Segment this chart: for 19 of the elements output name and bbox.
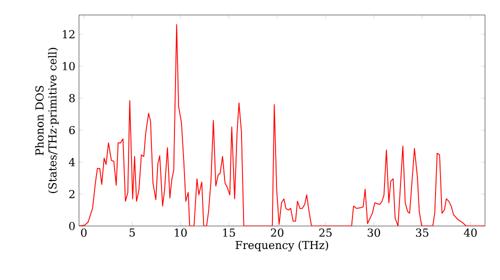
x-tick-label: 15 xyxy=(223,228,235,237)
x-tick-label: 5 xyxy=(130,228,135,237)
y-tick-label: 4 xyxy=(68,158,75,166)
x-tick-label: 0 xyxy=(81,228,87,237)
y-tick-label: 12 xyxy=(62,30,74,38)
y-tick-label: 6 xyxy=(69,126,75,134)
y-tick-label: 10 xyxy=(62,62,75,70)
x-tick-label: 10 xyxy=(174,228,187,237)
y-axis-title: Phonon DOS (States/THz·primitive cell) xyxy=(35,48,59,194)
x-tick-label: 20 xyxy=(270,228,284,237)
y-tick-label: 0 xyxy=(69,222,75,230)
y-tick-label: 2 xyxy=(69,190,74,198)
x-tick-label: 25 xyxy=(319,228,332,237)
x-axis-title: Frequency (THz) xyxy=(236,240,328,252)
x-tick-label: 40 xyxy=(464,228,477,237)
x-tick-label: 35 xyxy=(416,228,428,237)
x-tick-label: 30 xyxy=(368,228,380,237)
line-series xyxy=(79,24,486,226)
y-tick-label: 8 xyxy=(69,94,75,102)
